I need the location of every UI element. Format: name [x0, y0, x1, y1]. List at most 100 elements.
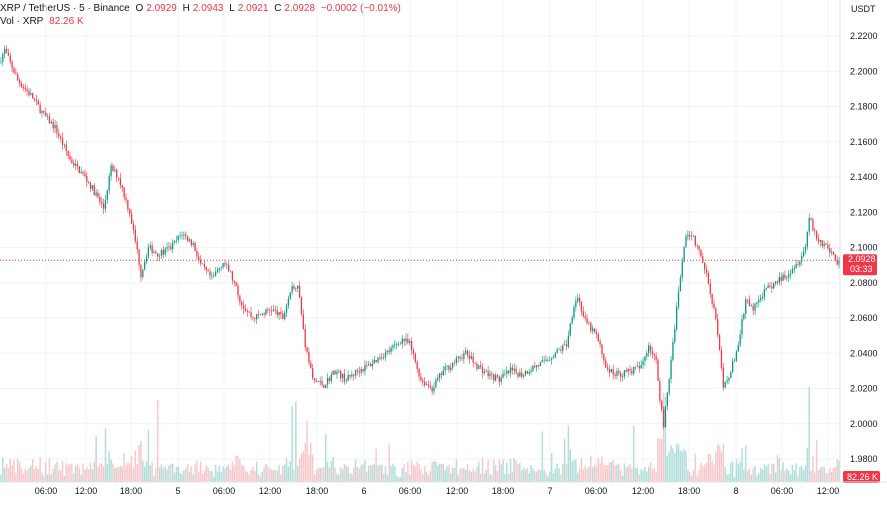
candle-body: [229, 271, 232, 273]
candle-body: [345, 380, 347, 382]
candle-body: [353, 374, 355, 376]
candle-body: [151, 245, 153, 253]
volume-bar: [216, 471, 219, 482]
candle-body: [480, 365, 482, 368]
candle-body: [254, 317, 256, 320]
candle-body: [93, 185, 95, 196]
volume-bar: [31, 459, 34, 482]
volume-bar: [218, 465, 221, 482]
volume-bar: [651, 469, 654, 482]
candle-body: [750, 305, 752, 307]
candle-body: [804, 246, 807, 252]
candle-body: [644, 356, 646, 362]
candle-body: [578, 298, 581, 303]
volume-bar: [629, 463, 631, 482]
volume-bar: [274, 469, 277, 482]
volume-bar: [565, 463, 568, 482]
volume-bar: [0, 474, 2, 482]
volume-bar: [511, 471, 514, 482]
candle-body: [517, 372, 519, 377]
candle-body: [375, 359, 377, 362]
volume-bar: [358, 468, 361, 482]
candle-body: [0, 61, 2, 63]
volume-bar: [188, 471, 191, 482]
candle-body: [634, 366, 637, 368]
symbol-title[interactable]: XRP / TetherUS · 5 · Binance: [0, 3, 130, 14]
candle-body: [155, 251, 157, 254]
candle-body: [771, 286, 773, 289]
volume-bar: [48, 458, 51, 482]
candle-body: [424, 381, 426, 386]
volume-bar: [677, 444, 680, 482]
volume-bar: [425, 471, 428, 482]
countdown-timer: 03:33: [850, 264, 873, 274]
volume-bar: [733, 477, 736, 482]
candle-body: [11, 61, 13, 69]
candle-body: [466, 350, 469, 356]
candle-body: [668, 379, 670, 394]
volume-bar: [263, 467, 265, 482]
candle-body: [621, 376, 624, 377]
candle-body: [269, 310, 271, 311]
volume-bar: [332, 456, 334, 482]
volume-bar: [50, 474, 53, 482]
candle-body: [732, 360, 734, 372]
candle-body: [657, 359, 659, 381]
candle-body: [39, 104, 41, 113]
candle-body: [102, 203, 105, 209]
candle-body: [162, 249, 164, 255]
candle-body: [425, 384, 428, 386]
volume-bar: [780, 470, 782, 482]
volume-bar: [724, 466, 726, 482]
volume-bar: [168, 465, 170, 482]
candle-body: [793, 268, 795, 270]
volume-bar: [636, 467, 639, 482]
volume-bar: [748, 468, 751, 482]
volume-bar: [212, 477, 215, 482]
volume-bar: [326, 461, 329, 482]
volume-bar: [634, 467, 637, 482]
candle-body: [554, 353, 556, 358]
candle-body: [257, 313, 260, 315]
candle-body: [806, 231, 808, 247]
volume-bar: [703, 464, 706, 482]
candle-body: [285, 305, 288, 313]
price-tick-label: 2.0400: [850, 348, 878, 358]
volume-bar: [759, 468, 762, 482]
volume-bar: [502, 459, 504, 482]
candle-body: [382, 357, 385, 359]
symbol-legend[interactable]: XRP / TetherUS · 5 · Binance O 2.0929 H 2.…: [0, 3, 404, 14]
candle-body: [438, 373, 441, 378]
candle-body: [810, 217, 812, 220]
volume-bar: [830, 472, 833, 482]
volume-bar: [239, 459, 241, 482]
volume-bar: [67, 465, 69, 482]
candle-body: [455, 357, 458, 363]
candle-body: [676, 307, 678, 330]
volume-bar: [196, 460, 198, 482]
volume-bar: [731, 461, 734, 482]
volume-bar: [392, 463, 394, 482]
volume-bar: [41, 472, 43, 482]
volume-bar: [194, 464, 196, 482]
volume-bar: [705, 462, 708, 482]
volume-bar: [321, 468, 323, 482]
candle-body: [289, 292, 291, 299]
volume-bar: [123, 453, 125, 482]
candle-body: [672, 342, 674, 360]
candle-body: [58, 133, 60, 137]
candle-body: [435, 379, 437, 388]
currency-label[interactable]: USDT: [851, 4, 876, 14]
volume-label[interactable]: Vol · XRP: [0, 16, 44, 27]
candle-body: [224, 263, 226, 265]
volume-bar: [138, 444, 140, 482]
time-axis[interactable]: 06:00 12:00 18:00 5 06:00 12:00 18:00 6 06:00 12:…: [0, 481, 887, 496]
price-axis[interactable]: 2.2200 2.2000 2.1800 2.1600 2.1400 2.1200 2.10…: [839, 0, 887, 505]
candle-body: [588, 322, 590, 324]
volume-bar: [821, 466, 824, 482]
volume-bar: [377, 465, 379, 482]
candle-body: [575, 301, 577, 308]
volume-bar: [674, 453, 676, 482]
volume-legend[interactable]: Vol · XRP 82.26 K: [0, 16, 87, 27]
